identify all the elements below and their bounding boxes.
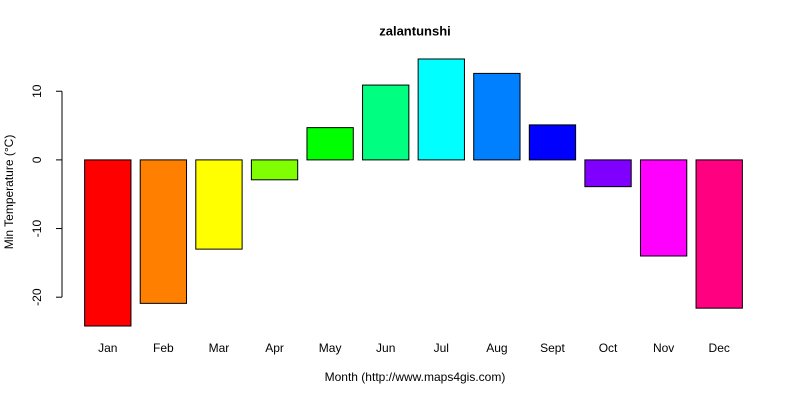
bar [306, 127, 354, 161]
x-tick-label: Jan [98, 341, 117, 355]
x-axis-label: Month (http://www.maps4gis.com) [325, 370, 506, 384]
y-tick-label: -20 [30, 288, 44, 306]
bar [639, 159, 688, 257]
bar [84, 159, 132, 327]
bar [139, 159, 188, 304]
bar [695, 159, 743, 309]
bar [417, 58, 465, 161]
x-tick-label: Mar [209, 341, 230, 355]
x-tick-label: Nov [653, 341, 674, 355]
bar [250, 159, 299, 181]
chart-title: zalantunshi [379, 23, 451, 38]
bar [195, 159, 243, 250]
y-axis-label: Min Temperature (°C) [2, 135, 16, 250]
x-tick-label: Feb [153, 341, 174, 355]
bar [584, 159, 632, 188]
x-tick-label: Apr [265, 341, 284, 355]
y-tick-label: -10 [30, 220, 44, 238]
x-tick-label: Jun [376, 341, 395, 355]
x-tick-label: May [319, 341, 342, 355]
bar [528, 124, 577, 161]
x-tick-label: Aug [486, 341, 507, 355]
x-tick-label: Sept [540, 341, 565, 355]
y-tick-label: 0 [30, 156, 44, 163]
x-tick-label: Dec [709, 341, 730, 355]
bar [473, 72, 521, 161]
x-tick-label: Oct [599, 341, 618, 355]
bar [362, 84, 410, 161]
y-tick-label: 10 [30, 84, 44, 98]
x-tick-label: Jul [434, 341, 449, 355]
